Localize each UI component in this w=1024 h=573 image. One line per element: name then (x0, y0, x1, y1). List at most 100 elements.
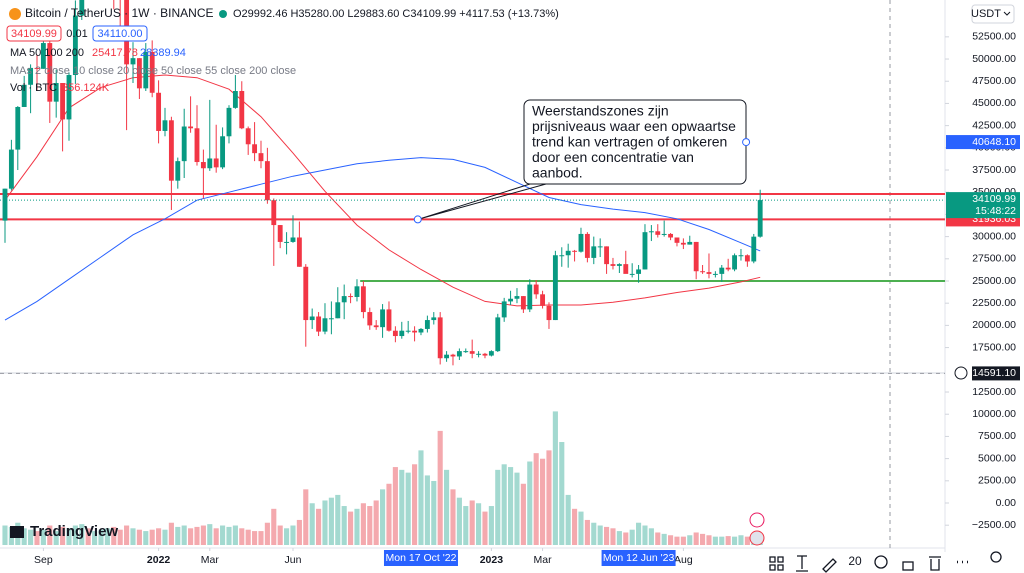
volume-bar (386, 483, 392, 545)
volume-bar (501, 464, 507, 545)
lock[interactable] (902, 561, 914, 571)
buy-price[interactable]: 34110.00 (97, 28, 142, 40)
candle-body (175, 161, 181, 181)
vol-tick-label: 0.00 (996, 497, 1017, 509)
volume-legend[interactable]: Vol · BTC (10, 82, 57, 94)
candle-body (322, 318, 328, 332)
mas-legend[interactable]: MAs 2 close 10 close 20 close 50 close 5… (10, 65, 296, 77)
candle-body (2, 188, 8, 221)
callout-handle[interactable] (742, 138, 751, 147)
candle-body (463, 351, 469, 353)
ma-line (4, 157, 761, 321)
volume-bar (277, 525, 283, 545)
price-label-bg (946, 192, 1020, 219)
y-tick-label: 50000.00 (972, 53, 1016, 65)
candle-body (668, 233, 674, 238)
volume-bar (572, 508, 578, 545)
brush-tool[interactable] (822, 558, 837, 573)
candle-body (156, 92, 162, 131)
volume-bar (508, 467, 514, 545)
volume-bar (92, 531, 98, 545)
vol-tick-label: −2500.00 (972, 519, 1016, 531)
toolbar-number[interactable]: 20 (848, 554, 862, 568)
volume-bar (341, 506, 347, 545)
volume-bar (316, 508, 322, 545)
volume-bar (655, 532, 661, 545)
anchor-handle[interactable] (413, 215, 422, 224)
volume-bar (469, 500, 475, 545)
currency[interactable]: USDT (971, 8, 1001, 20)
candle-body (348, 296, 354, 298)
layout-tool[interactable] (769, 556, 784, 571)
volume-bar (200, 525, 206, 545)
candle-body (316, 316, 322, 332)
volume-bar (111, 526, 117, 545)
volume-bar (629, 529, 635, 545)
candle-body (162, 120, 168, 131)
volume-bar (296, 519, 302, 545)
ma-value: 25417.78 (92, 47, 138, 59)
settings-axis[interactable] (990, 551, 1002, 563)
candle-body (712, 273, 718, 275)
volume-bar (559, 442, 565, 545)
candle-body (456, 351, 462, 357)
volume-bar (540, 458, 546, 545)
volume-bar (578, 511, 584, 545)
volume-bar (687, 535, 693, 545)
candle-body (533, 284, 539, 295)
volume-bar (72, 525, 78, 545)
y-tick-label: 42500.00 (972, 119, 1016, 131)
volume-bar (712, 536, 718, 545)
sell-box[interactable] (6, 25, 62, 42)
ma-legend[interactable]: MA 50 100 200 (10, 47, 84, 59)
candle-body (488, 351, 494, 356)
candle-body (399, 330, 405, 337)
volume-bar (661, 533, 667, 545)
logo-mark (10, 526, 24, 538)
volume-bar (444, 469, 450, 545)
volume-bar (732, 536, 738, 545)
y-tick-label: 25000.00 (972, 275, 1016, 287)
candle-body (392, 330, 398, 337)
candle-body (277, 225, 283, 242)
volume-bar (412, 464, 418, 545)
text-tool[interactable] (796, 555, 808, 572)
volume-bar (181, 525, 187, 545)
candle-body (591, 246, 597, 258)
candle-body (360, 286, 366, 313)
currency-button[interactable] (971, 4, 1015, 24)
volume-bar (623, 532, 629, 545)
symbol[interactable]: Bitcoin / TetherUS · 1W · BINANCE (25, 6, 214, 20)
candle-body (149, 51, 155, 93)
add-button[interactable] (954, 366, 968, 380)
candle-body (28, 67, 34, 85)
settings[interactable] (874, 555, 888, 569)
callout-text: door een concentratie van (532, 149, 694, 165)
volume-bar (47, 525, 53, 545)
candle-body (21, 84, 27, 107)
volume-bar (322, 500, 328, 545)
volume-bar (136, 529, 142, 545)
buy-box[interactable] (92, 25, 148, 42)
logo[interactable]: TradingView (30, 523, 118, 540)
volume-bar (188, 528, 194, 545)
volume-bar (258, 531, 264, 545)
event-icon[interactable] (749, 512, 765, 528)
candle-body (514, 296, 520, 299)
y-tick-label: 37500.00 (972, 164, 1016, 176)
candle-body (296, 237, 302, 267)
trash[interactable] (929, 556, 941, 571)
sell-price[interactable]: 34109.99 (11, 28, 57, 40)
volume-bar (373, 500, 379, 545)
candle-body (232, 91, 238, 108)
event-icon[interactable] (749, 530, 765, 546)
x-tick-label: Mar (534, 554, 553, 566)
volume-bar (636, 522, 642, 545)
y-tick-label: 17500.00 (972, 341, 1016, 353)
volume-bar (680, 536, 686, 545)
candle-body (527, 284, 533, 310)
candle-body (380, 309, 386, 328)
candle-body (412, 330, 418, 333)
callout-text: Weerstandszones zijn (532, 103, 669, 119)
